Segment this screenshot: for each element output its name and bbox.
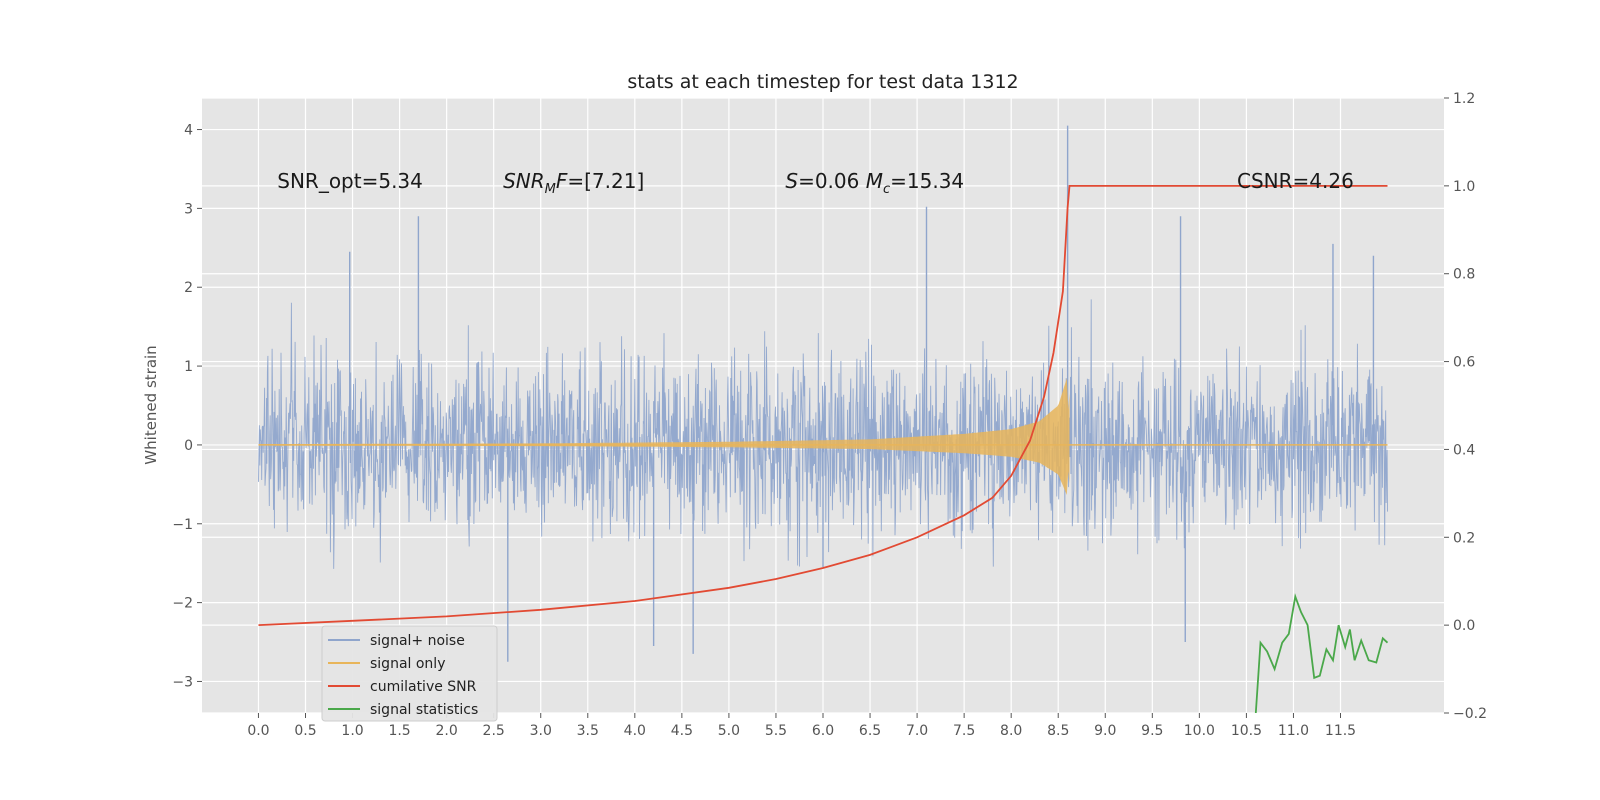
x-tick-label: 10.5 [1231,723,1262,739]
series-cumilative-snr [258,184,1388,626]
x-tick-label: 11.0 [1278,723,1309,739]
x-tick-label: 8.5 [1047,723,1069,739]
x-tick-label: 8.0 [1000,723,1022,739]
y-right-tick-label: −0.2 [1453,706,1487,722]
legend: signal+ noise signal only cumilative SNR si… [321,625,498,722]
annotations: SNR_opt=5.34 SNRMF=[7.21] S=0.06 Mc=15.34 C… [277,169,1354,197]
chart-title: stats at each timestep for test data 131… [627,71,1018,93]
annotation: S=0.06 Mc=15.34 [785,169,964,197]
y-right-tick-label: 1.0 [1453,179,1475,195]
x-tick-label: 3.5 [577,723,599,739]
x-tick-label: 2.5 [483,723,505,739]
snr-line [258,184,1388,626]
x-tick-label: 0.0 [247,723,269,739]
y-tick-label: −1 [172,517,193,533]
y-right-tick-label: 0.2 [1453,530,1475,546]
series-signal-noise [258,125,1388,662]
x-tick-label: 10.0 [1184,723,1215,739]
annotation: SNR_opt=5.34 [277,169,423,193]
y-right-tick-label: 1.2 [1453,91,1475,107]
stats-line [1254,593,1389,714]
y-axis-left: −3 −2 −1 0 1 2 3 4 [172,123,202,690]
x-tick-label: 3.0 [530,723,552,739]
x-tick-label: 5.0 [718,723,740,739]
y-tick-label: 2 [184,280,193,296]
y-right-tick-label: 0.8 [1453,267,1475,283]
x-tick-label: 6.0 [812,723,834,739]
x-tick-label: 1.0 [341,723,363,739]
x-tick-label: 4.0 [624,723,646,739]
annotation: CSNR=4.26 [1237,169,1354,193]
y-right-tick-label: 0.0 [1453,618,1475,634]
x-tick-label: 7.5 [953,723,975,739]
x-tick-label: 1.5 [388,723,410,739]
x-tick-label: 7.0 [906,723,928,739]
x-tick-label: 9.0 [1094,723,1116,739]
y-axis-right: −0.2 0.0 0.2 0.4 0.6 0.8 1.0 1.2 [1444,91,1487,722]
x-tick-label: 0.5 [294,723,316,739]
y-tick-label: −2 [172,596,193,612]
y-right-tick-label: 0.4 [1453,442,1475,458]
y-right-tick-label: 0.6 [1453,355,1475,371]
y-tick-label: −3 [172,674,193,690]
legend-label: signal statistics [370,702,478,718]
annotation: SNRMF=[7.21] [503,169,644,197]
x-tick-label: 4.5 [671,723,693,739]
y-axis-label: Whitened strain [142,345,160,464]
x-tick-label: 9.5 [1141,723,1163,739]
legend-label: cumilative SNR [370,679,477,695]
legend-label: signal only [370,656,445,672]
legend-box [321,625,498,722]
x-axis: 0.0 0.5 1.0 1.5 2.0 2.5 3.0 3.5 4.0 4.5 5.0 5.5 6.0 6… [247,713,1356,739]
y-tick-label: 4 [184,123,193,139]
legend-label: signal+ noise [370,633,465,649]
x-tick-label: 6.5 [859,723,881,739]
series-signal-only [258,378,1388,495]
y-tick-label: 0 [184,438,193,454]
series-signal-statistics [1254,593,1389,714]
x-tick-label: 11.5 [1325,723,1356,739]
y-tick-label: 3 [184,201,193,217]
x-tick-label: 2.0 [436,723,458,739]
x-tick-label: 5.5 [765,723,787,739]
y-tick-label: 1 [184,359,193,375]
noise-trace [258,299,1388,569]
